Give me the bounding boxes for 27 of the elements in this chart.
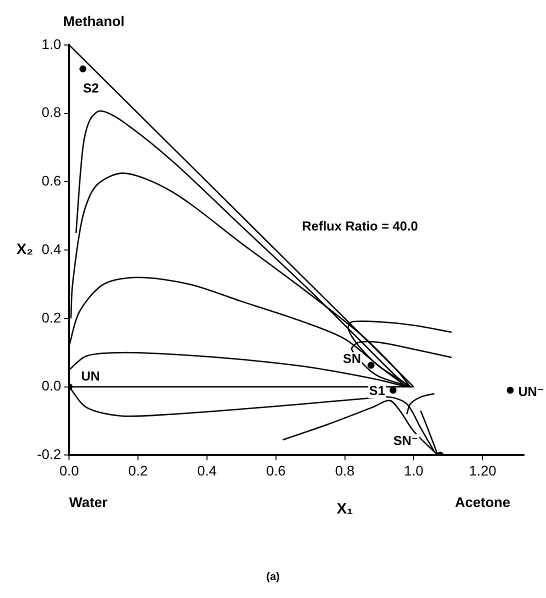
y-tick-label: 0.0 [42,378,62,394]
y-tick-label: 1.0 [42,36,62,52]
y-tick-label: 0.8 [42,104,62,120]
annotation: UN⁻ [518,384,544,399]
annotation: Reflux Ratio = 40.0 [302,218,418,234]
x-tick-label: 0.2 [128,462,148,478]
text: (a) [266,571,280,584]
text: Water [69,494,108,510]
annotation: UN [81,368,100,384]
x-tick-label: 1.0 [404,462,424,478]
x-tick-label: 0.6 [266,462,286,478]
y-axis-title: X₂ [16,241,34,258]
x-tick-label: 0.4 [197,462,217,478]
x-tick-label: 0.8 [335,462,355,478]
y-tick-label: 0.2 [42,309,62,326]
x-tick-label: 0.0 [59,462,80,478]
text: Methanol [63,12,125,29]
x-tick-label: 1.20 [469,462,496,478]
annotation: S2 [82,80,99,96]
y-tick-label: 0.6 [42,172,62,189]
annotation: S1 [369,382,386,398]
text: Acetone [455,494,510,510]
annotation: SN⁻ [393,432,418,448]
x-axis-title: X₁ [336,500,353,518]
y-tick-label: -0.2 [37,446,62,462]
y-tick-label: 0.4 [42,240,62,257]
annotation: SN [342,350,361,366]
